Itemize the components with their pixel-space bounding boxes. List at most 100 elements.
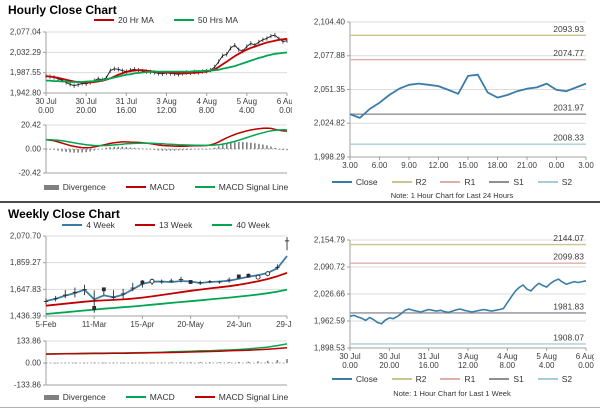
series-13-week: [45, 272, 288, 307]
legend-item-50-hrs-ma: 50 Hrs MA: [173, 15, 238, 25]
legend-label: MACD: [149, 182, 175, 192]
svg-text:0.00: 0.00: [25, 359, 41, 368]
svg-text:20.42: 20.42: [21, 121, 42, 130]
svg-text:2,090.72: 2,090.72: [314, 263, 346, 272]
svg-text:2099.83: 2099.83: [553, 252, 584, 262]
r1-swatch: [440, 181, 461, 183]
series-macd: [45, 127, 288, 149]
weekly-support-resistance-chart: 2,154.79 2,090.72 2,026.66 1,962.59 1,898.53…: [314, 233, 594, 370]
legend-item-4-week: 4 Week: [62, 220, 115, 230]
legend-label: R1: [464, 177, 476, 187]
weekly-close-chart: 2,070.70 1,859.27 1,647.83 1,436.395-Feb 11-…: [10, 232, 292, 330]
legend-item-r1: R1: [440, 374, 475, 384]
divergence-bars: [45, 141, 288, 153]
macd-signal-line-swatch: [194, 396, 215, 398]
divergence-bars: [45, 359, 288, 364]
divergence-swatch: [43, 184, 59, 190]
svg-text:12.00: 12.00: [428, 161, 449, 170]
svg-text:0.00: 0.00: [578, 361, 594, 370]
legend-item-r2: R2: [391, 177, 427, 187]
y-axis: 2,070.70 1,859.27 1,647.83 1,436.39: [10, 232, 287, 321]
series-40-week: [45, 288, 288, 315]
svg-text:2,077.88: 2,077.88: [314, 51, 346, 60]
svg-text:29-Jul: 29-Jul: [276, 320, 292, 329]
svg-text:20.00: 20.00: [379, 361, 400, 370]
svg-text:0.00: 0.00: [25, 145, 41, 154]
legend-label: S2: [561, 177, 573, 187]
legend-item-close: Close: [331, 177, 378, 187]
svg-text:2144.07: 2144.07: [553, 233, 584, 243]
svg-text:16.00: 16.00: [116, 106, 137, 115]
svg-text:1,859.27: 1,859.27: [10, 258, 42, 267]
series-50-hrs-ma: [46, 51, 288, 83]
legend-label: S1: [513, 374, 524, 384]
legend-item-13-week: 13 Week: [134, 220, 193, 230]
svg-text:12.00: 12.00: [458, 361, 479, 370]
legend-label: S1: [513, 177, 524, 187]
level-s1: 2031.97: [350, 103, 586, 115]
legend-item-close: Close: [331, 374, 378, 384]
legend-label: 4 Week: [86, 220, 115, 230]
svg-text:15-Apr: 15-Apr: [130, 320, 154, 329]
legend-label: MACD Signal Line: [218, 392, 289, 402]
legend-label: 13 Week: [158, 220, 193, 230]
svg-text:20.00: 20.00: [76, 106, 97, 115]
hourly-sr-legend: Close R2 R1 S1 S2: [310, 177, 594, 187]
hourly-macd-chart: 20.42 0.00 -20.42: [18, 121, 288, 178]
svg-text:1,898.53: 1,898.53: [314, 344, 346, 353]
svg-text:0.00: 0.00: [549, 161, 565, 170]
50-hrs-ma-swatch: [173, 19, 194, 21]
svg-text:1981.83: 1981.83: [553, 301, 584, 311]
weekly-price-legend: 4 Week 13 Week 40 Week: [40, 220, 292, 230]
legend-item-macd-signal-line: MACD Signal Line: [194, 182, 289, 192]
legend-label: Close: [355, 177, 378, 187]
weekly-high-low-markers: [43, 237, 290, 313]
legend-item-s1: S1: [489, 177, 524, 187]
legend-item-20-hr-ma: 20 Hr MA: [93, 15, 154, 25]
svg-text:5-Feb: 5-Feb: [36, 320, 57, 329]
svg-text:21.00: 21.00: [517, 161, 538, 170]
svg-text:2,104.40: 2,104.40: [314, 18, 346, 27]
svg-text:18.00: 18.00: [487, 161, 508, 170]
weekly-chart-title: Weekly Close Chart: [8, 207, 120, 221]
legend-label: R2: [415, 177, 427, 187]
svg-text:12.00: 12.00: [156, 106, 177, 115]
svg-text:1,942.80: 1,942.80: [10, 89, 42, 98]
svg-text:3.00: 3.00: [578, 161, 594, 170]
close-swatch: [331, 378, 352, 380]
series-close: [349, 278, 587, 325]
svg-text:3 Aug: 3 Aug: [156, 97, 176, 106]
series-macd-signal-line: [45, 346, 288, 355]
svg-text:2,070.70: 2,070.70: [10, 232, 42, 241]
svg-text:20-May: 20-May: [177, 320, 204, 329]
legend-item-macd: MACD: [125, 392, 175, 402]
legend-label: S2: [561, 374, 573, 384]
svg-text:5 Aug: 5 Aug: [536, 352, 556, 361]
svg-text:6 Aug: 6 Aug: [277, 97, 292, 106]
svg-text:0.00: 0.00: [38, 106, 54, 115]
svg-text:-133.86: -133.86: [14, 381, 42, 390]
macd-signal-line-swatch: [194, 186, 215, 188]
r2-swatch: [391, 181, 412, 183]
legend-label: Divergence: [62, 182, 106, 192]
legend-item-s2: S2: [537, 177, 573, 187]
40-week-swatch: [212, 224, 233, 226]
section-divider: [0, 201, 600, 203]
legend-label: MACD Signal Line: [218, 182, 289, 192]
legend-label: Close: [355, 374, 378, 384]
svg-text:8.00: 8.00: [500, 361, 516, 370]
svg-text:30 Jul: 30 Jul: [339, 352, 361, 361]
svg-text:9.00: 9.00: [401, 161, 417, 170]
hourly-support-resistance-chart: 2,104.40 2,077.88 2,051.35 2,024.82 1,998.29…: [314, 18, 594, 171]
svg-text:0.00: 0.00: [342, 361, 358, 370]
y-axis: 2,154.79 2,090.72 2,026.66 1,962.59 1,898.53: [314, 236, 586, 353]
hourly-chart-title: Hourly Close Chart: [8, 3, 117, 17]
r2-swatch: [391, 378, 412, 380]
svg-text:8.00: 8.00: [199, 106, 215, 115]
svg-text:4 Aug: 4 Aug: [497, 352, 517, 361]
svg-text:2,032.29: 2,032.29: [10, 48, 42, 57]
s2-swatch: [537, 181, 558, 183]
